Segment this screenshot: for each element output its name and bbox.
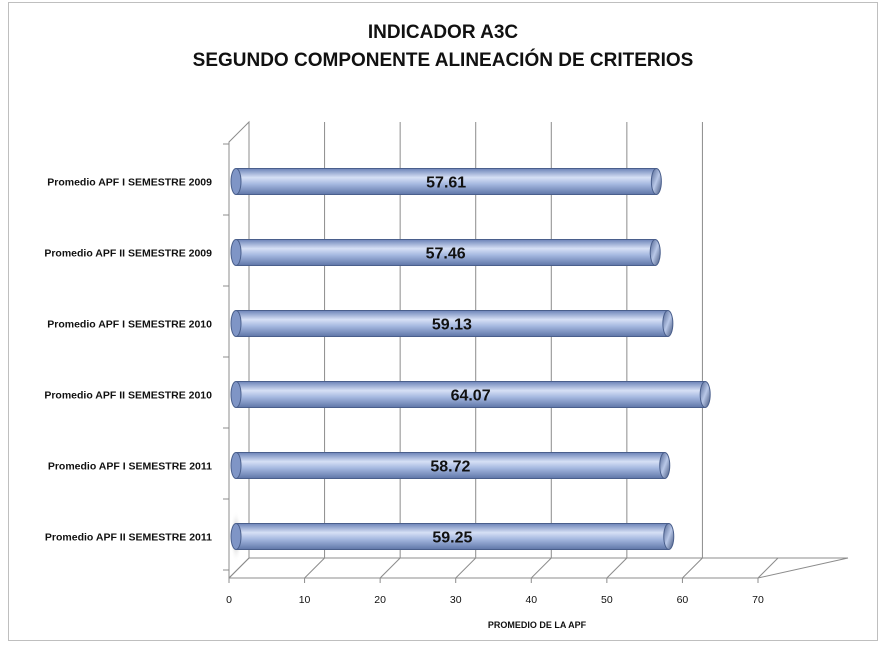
bar-1 xyxy=(230,168,662,195)
category-label: Promedio APF I SEMESTRE 2011 xyxy=(48,461,212,473)
data-label: 59.25 xyxy=(432,530,472,547)
bar-5 xyxy=(230,452,671,479)
category-label: Promedio APF I SEMESTRE 2009 xyxy=(47,177,212,189)
chart-frame xyxy=(8,2,878,641)
bar-start-cap xyxy=(230,381,242,408)
x-tick-label: 70 xyxy=(752,594,764,606)
gridline-floor xyxy=(455,557,477,579)
data-label: 57.46 xyxy=(426,246,466,263)
data-label: 57.61 xyxy=(426,175,466,192)
x-tick-label: 10 xyxy=(299,594,311,606)
x-tick-labels: 0 10 20 30 40 50 60 70 xyxy=(226,594,764,606)
bar-end-cap xyxy=(659,452,671,479)
gridline-floor xyxy=(304,557,325,579)
data-label: 58.72 xyxy=(430,459,470,476)
category-label: Promedio APF II SEMESTRE 2009 xyxy=(44,248,212,260)
chart-title-line1: INDICADOR A3C xyxy=(368,22,519,43)
x-tick-label: 20 xyxy=(374,594,386,606)
chart-title-line2: SEGUNDO COMPONENTE ALINEACIÓN DE CRITERI… xyxy=(193,49,694,71)
bar-start-cap xyxy=(230,452,242,479)
bars: 57.61 57.46 59.13 64.07 58.72 59.25 xyxy=(230,168,711,563)
bar-2 xyxy=(230,239,661,266)
gridline-floor xyxy=(606,557,628,579)
category-labels: Promedio APF I SEMESTRE 2009 Promedio APF… xyxy=(44,177,212,544)
bar-body xyxy=(235,239,656,266)
gridline-floor xyxy=(530,557,552,579)
gridline-floor xyxy=(757,557,779,579)
bar-body xyxy=(235,168,657,195)
bar-end-cap xyxy=(699,381,711,408)
x-tick-label: 50 xyxy=(601,594,613,606)
bar-start-cap xyxy=(230,523,242,550)
bar-end-cap xyxy=(650,168,662,195)
bar-end-cap xyxy=(649,239,661,266)
category-label: Promedio APF I SEMESTRE 2010 xyxy=(47,319,212,331)
gridline-floor xyxy=(379,557,401,579)
gridline-floor xyxy=(228,557,250,579)
x-tick-label: 40 xyxy=(525,594,537,606)
data-label: 64.07 xyxy=(451,388,491,405)
bar-3 xyxy=(230,310,674,337)
x-tick-label: 30 xyxy=(450,594,462,606)
bar-end-cap xyxy=(662,310,674,337)
x-tick-label: 0 xyxy=(226,594,232,606)
bar-body xyxy=(235,381,706,408)
x-axis-label: PROMEDIO DE LA APF xyxy=(488,620,587,630)
gridline-floor xyxy=(682,557,703,579)
category-label: Promedio APF II SEMESTRE 2010 xyxy=(44,390,212,402)
bar-6 xyxy=(230,510,675,563)
data-label: 59.13 xyxy=(432,317,472,334)
category-label: Promedio APF II SEMESTRE 2011 xyxy=(45,532,212,544)
bar-start-cap xyxy=(230,168,242,195)
floor xyxy=(229,557,849,579)
bar-start-cap xyxy=(230,239,242,266)
bar-start-cap xyxy=(230,310,242,337)
bar-4 xyxy=(230,381,711,408)
x-tick-label: 60 xyxy=(677,594,689,606)
bar-end-cap xyxy=(663,523,675,550)
